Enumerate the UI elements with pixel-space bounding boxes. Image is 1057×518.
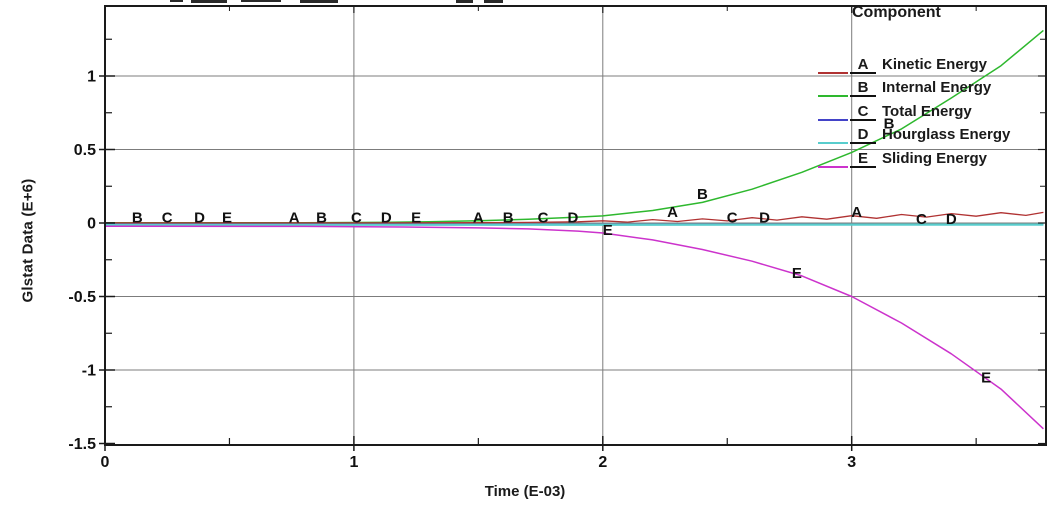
curve-label-c: C — [351, 209, 362, 226]
y-tick-label: 0 — [87, 216, 96, 233]
x-axis-title: Time (E-03) — [484, 483, 566, 500]
y-axis-title: Glstat Data (E+6) — [19, 178, 37, 303]
curve-label-e: E — [222, 209, 232, 226]
legend-letter: B — [850, 79, 876, 98]
legend-letter: C — [850, 103, 876, 121]
y-tick-label: -1.5 — [68, 436, 96, 453]
curve-label-a: A — [851, 204, 862, 221]
legend-color-sample — [818, 118, 848, 121]
curve-e-sliding-energy — [104, 225, 1044, 430]
legend-color-sample — [818, 142, 848, 145]
legend-label: Internal Energy — [882, 79, 992, 97]
y-tick-label: -1 — [82, 363, 96, 380]
legend-item-total-energy: C Total Energy — [818, 103, 1057, 123]
x-tick-label: 3 — [847, 454, 856, 471]
y-tick-label: 0.5 — [74, 142, 96, 159]
x-tick-label: 2 — [598, 454, 607, 471]
legend-label: Total Energy — [882, 102, 972, 120]
legend-color-sample — [818, 165, 848, 168]
curve-label-a: A — [289, 209, 300, 226]
curve-label-c: C — [538, 209, 549, 226]
curve-label-d: D — [194, 209, 205, 226]
clipped-title-fragment — [484, 0, 503, 3]
curve-a-kinetic-energy — [105, 211, 1044, 224]
curve-label-b: B — [884, 115, 895, 132]
curve-label-d: D — [946, 211, 957, 228]
x-tick-label: 1 — [349, 454, 358, 471]
legend-item-kinetic-energy: A Kinetic Energy — [818, 56, 1057, 76]
clipped-title-fragment — [241, 0, 281, 2]
clipped-title-fragment — [170, 0, 183, 2]
curve-label-a: A — [667, 204, 678, 221]
legend-item-internal-energy: B Internal Energy — [818, 79, 1057, 99]
curve-label-d: D — [381, 209, 392, 226]
x-tick-label: 0 — [101, 454, 110, 471]
clipped-title-fragment — [191, 0, 227, 3]
curve-label-c: C — [162, 209, 173, 226]
legend-letter: E — [850, 150, 876, 168]
legend-letter: A — [850, 56, 876, 74]
legend: Component A Kinetic Energy B Internal Energ… — [818, 0, 1057, 180]
curve-label-b: B — [316, 209, 327, 226]
y-tick-label: -0.5 — [68, 289, 96, 306]
clipped-title-fragment — [300, 0, 338, 3]
curve-label-d: D — [759, 209, 770, 226]
y-tick-label: 1 — [87, 69, 96, 86]
curve-label-a: A — [473, 209, 484, 226]
curve-label-d: D — [568, 209, 579, 226]
curve-label-b: B — [132, 209, 143, 226]
curve-label-e: E — [411, 209, 421, 226]
legend-letter: D — [850, 126, 876, 145]
curve-label-b: B — [503, 209, 514, 226]
curve-label-e: E — [603, 222, 613, 239]
curve-label-b: B — [697, 186, 708, 203]
legend-label: Hourglass Energy — [882, 126, 1011, 144]
curve-label-e: E — [792, 265, 802, 282]
legend-title: Component — [852, 4, 941, 21]
curve-label-e: E — [981, 370, 991, 387]
legend-color-sample — [818, 95, 848, 98]
legend-label: Sliding Energy — [882, 149, 988, 167]
legend-color-sample — [818, 72, 848, 74]
legend-item-hourglass-energy: D Hourglass Energy — [818, 126, 1057, 146]
clipped-title-fragment — [456, 0, 473, 3]
curve-label-c: C — [916, 211, 927, 228]
curve-label-c: C — [727, 209, 738, 226]
legend-label: Kinetic Energy — [882, 56, 988, 73]
plot-border — [104, 5, 1047, 446]
curve-b-internal-energy — [105, 29, 1044, 224]
legend-item-sliding-energy: E Sliding Energy — [818, 150, 1057, 170]
